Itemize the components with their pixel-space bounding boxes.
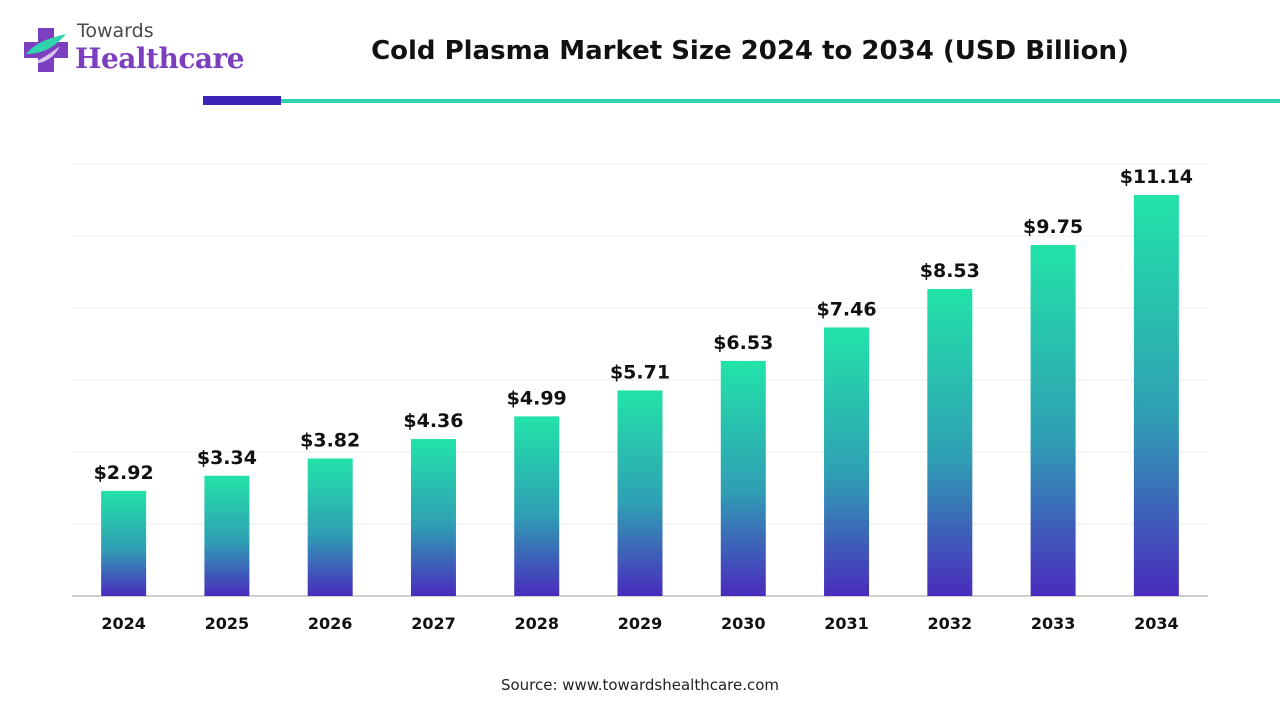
value-label-2033: $9.75 [1023,216,1083,238]
medical-cross-icon [24,28,68,72]
bar-2031 [824,327,870,596]
x-tick-2027: 2027 [411,614,456,633]
x-tick-labels: 2024 2025 2026 2027 2028 2029 2030 2031 2032 2033… [101,614,1178,633]
x-tick-2024: 2024 [101,614,146,633]
title-underline-rule [281,99,1280,103]
bar-2028 [514,416,560,596]
chart-title: Cold Plasma Market Size 2024 to 2034 (US… [371,36,1129,66]
value-label-2034: $11.14 [1120,166,1193,188]
value-labels: $2.92 $3.34 $3.82 $4.36 $4.99 $5.71 $6.53 $7.46… [94,166,1193,484]
bar-2033 [1030,245,1076,596]
value-label-2030: $6.53 [713,332,773,354]
bars [101,194,1179,596]
brand-logo: Towards Healthcare [20,20,250,86]
value-label-2026: $3.82 [300,429,360,451]
value-label-2025: $3.34 [197,447,257,469]
source-note: Source: www.towardshealthcare.com [500,676,780,694]
bar-2032 [927,288,973,596]
bar-2024 [101,490,147,596]
brand-small-text: Towards [77,20,154,42]
value-label-2027: $4.36 [403,410,463,432]
x-tick-2026: 2026 [308,614,353,633]
x-tick-2034: 2034 [1134,614,1179,633]
bar-2025 [204,475,250,596]
bar-2027 [410,439,456,596]
bar-2026 [307,458,353,596]
brand-big-text: Healthcare [75,42,245,75]
bar-2034 [1133,194,1179,596]
x-tick-2031: 2031 [824,614,869,633]
bar-2029 [617,390,663,596]
x-tick-2025: 2025 [205,614,250,633]
title-accent-rule [203,96,281,105]
bar-2030 [720,360,766,596]
x-tick-2032: 2032 [928,614,973,633]
value-label-2031: $7.46 [816,298,876,320]
x-tick-2029: 2029 [618,614,663,633]
value-label-2029: $5.71 [610,361,670,383]
x-tick-2030: 2030 [721,614,766,633]
x-tick-2028: 2028 [514,614,559,633]
value-label-2028: $4.99 [507,387,567,409]
value-label-2032: $8.53 [920,260,980,282]
value-label-2024: $2.92 [94,462,154,484]
x-tick-2033: 2033 [1031,614,1076,633]
